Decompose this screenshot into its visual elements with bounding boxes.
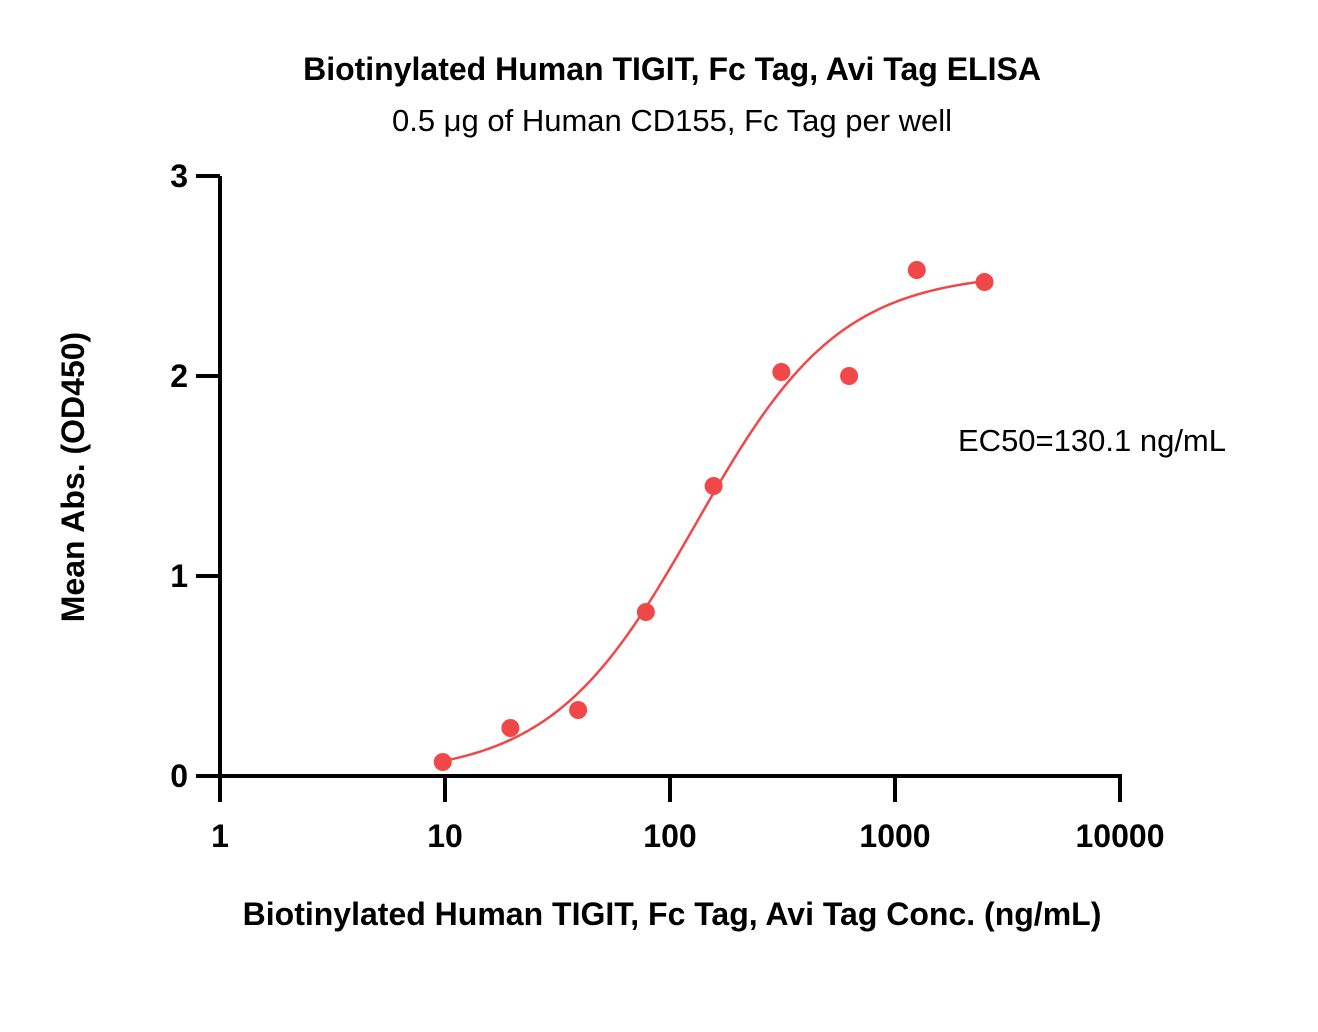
axes [218,176,1122,778]
data-point [907,261,926,279]
data-point [704,477,723,495]
x-axis-label: Biotinylated Human TIGIT, Fc Tag, Avi Ta… [243,896,1102,932]
x-tick-label: 10 [427,818,463,854]
data-point [501,719,520,737]
y-tick-label: 3 [170,158,188,194]
x-tick-label: 1000 [859,818,930,854]
fit-curve [442,279,985,763]
y-tick-label: 0 [170,758,188,794]
y-tick-label: 1 [170,558,188,594]
x-tick-label: 10000 [1076,818,1165,854]
chart-title: Biotinylated Human TIGIT, Fc Tag, Avi Ta… [303,51,1041,87]
data-point [975,273,994,291]
ec50-annotation: EC50=130.1 ng/mL [958,423,1226,458]
data-point [636,603,655,621]
y-ticks: 0 1 2 3 [170,158,220,794]
x-tick-label: 100 [643,818,696,854]
data-point [840,367,859,385]
y-axis-label: Mean Abs. (OD450) [55,332,91,622]
data-point [772,363,791,381]
chart-subtitle: 0.5 μg of Human CD155, Fc Tag per well [392,103,952,138]
data-points [433,261,994,771]
x-ticks: 1 10 100 1000 10000 [211,776,1164,854]
data-point [569,701,588,719]
data-point [433,753,452,771]
x-tick-label: 1 [211,818,229,854]
y-tick-label: 2 [170,358,188,394]
